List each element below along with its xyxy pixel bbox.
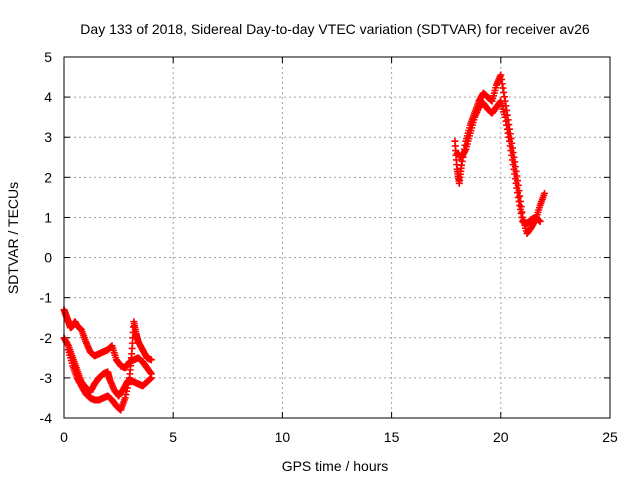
y-tick-label: 0 bbox=[44, 250, 52, 266]
y-tick-label: 5 bbox=[44, 49, 52, 65]
x-tick-label: 10 bbox=[275, 429, 291, 445]
y-tick-label: 2 bbox=[44, 169, 52, 185]
x-tick-label: 15 bbox=[384, 429, 400, 445]
plot-frame bbox=[63, 56, 611, 419]
x-tick-label: 25 bbox=[602, 429, 618, 445]
data-point bbox=[147, 374, 155, 382]
x-tick-label: 0 bbox=[60, 429, 68, 445]
x-tick-label: 20 bbox=[493, 429, 509, 445]
y-axis-label: SDTVAR / TECUs bbox=[5, 182, 21, 294]
y-tick-label: 3 bbox=[44, 129, 52, 145]
y-tick-label: -2 bbox=[40, 330, 53, 346]
y-tick-label: 4 bbox=[44, 89, 52, 105]
x-tick-label: 5 bbox=[169, 429, 177, 445]
y-tick-label: -4 bbox=[40, 410, 53, 426]
y-tick-label: 1 bbox=[44, 209, 52, 225]
chart-title: Day 133 of 2018, Sidereal Day-to-day VTE… bbox=[80, 21, 590, 37]
y-tick-labels: -4 -3 -2 -1 0 1 2 3 4 5 bbox=[40, 49, 53, 426]
data-points bbox=[60, 71, 548, 414]
x-axis-label: GPS time / hours bbox=[282, 458, 389, 474]
data-point bbox=[147, 356, 155, 364]
y-tick-label: -3 bbox=[40, 370, 53, 386]
data-point bbox=[540, 189, 548, 197]
y-tick-label: -1 bbox=[40, 290, 53, 306]
x-tick-labels: 0 5 10 15 20 25 bbox=[60, 429, 618, 445]
data-point bbox=[536, 217, 544, 225]
